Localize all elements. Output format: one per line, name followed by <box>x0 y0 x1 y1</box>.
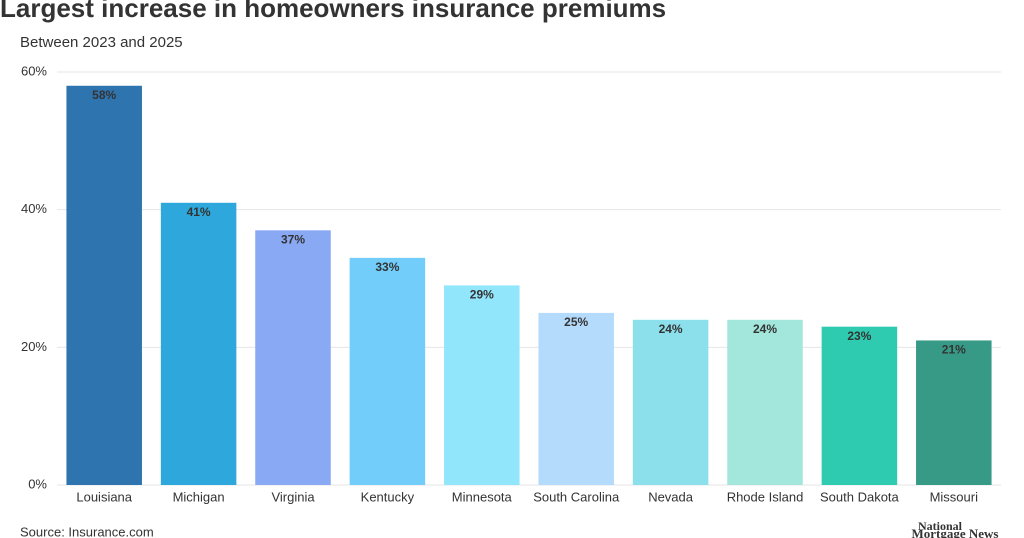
value-label: 23% <box>847 329 871 343</box>
chart-subtitle: Between 2023 and 2025 <box>20 34 183 51</box>
x-tick-label: Minnesota <box>452 489 513 504</box>
value-label: 29% <box>470 288 494 302</box>
value-label: 24% <box>659 322 683 336</box>
value-label: 21% <box>942 343 966 357</box>
y-tick-label: 60% <box>21 63 47 78</box>
logo: Mortgage News <box>912 526 999 538</box>
bar <box>66 85 142 486</box>
chart-title: Largest increase in homeowners insurance… <box>0 0 666 23</box>
bar <box>444 285 520 485</box>
bar <box>160 202 237 486</box>
y-tick-label: 20% <box>21 339 47 354</box>
x-tick-label: Missouri <box>930 489 979 504</box>
bar <box>349 257 426 485</box>
x-tick-label: Michigan <box>173 489 225 504</box>
bar <box>538 312 614 485</box>
value-label: 41% <box>187 205 211 219</box>
x-tick-label: Nevada <box>648 489 694 504</box>
x-tick-label: Louisiana <box>76 489 132 504</box>
bar <box>916 340 992 485</box>
value-label: 58% <box>92 88 116 102</box>
bar <box>255 230 331 485</box>
y-tick-label: 40% <box>21 201 47 216</box>
value-label: 33% <box>375 260 399 274</box>
bar <box>632 319 709 485</box>
x-tick-label: Kentucky <box>361 489 415 504</box>
y-tick-label: 0% <box>28 476 47 491</box>
bar <box>727 319 803 485</box>
value-label: 25% <box>564 315 588 329</box>
value-label: 37% <box>281 232 305 246</box>
value-label: 24% <box>753 322 777 336</box>
x-tick-label: Virginia <box>271 489 315 504</box>
source: Source: Insurance.com <box>20 524 154 538</box>
x-tick-label: South Carolina <box>533 489 620 504</box>
logo: National <box>918 519 963 533</box>
x-tick-label: Rhode Island <box>727 489 804 504</box>
x-tick-label: South Dakota <box>820 489 900 504</box>
bar <box>821 326 898 485</box>
